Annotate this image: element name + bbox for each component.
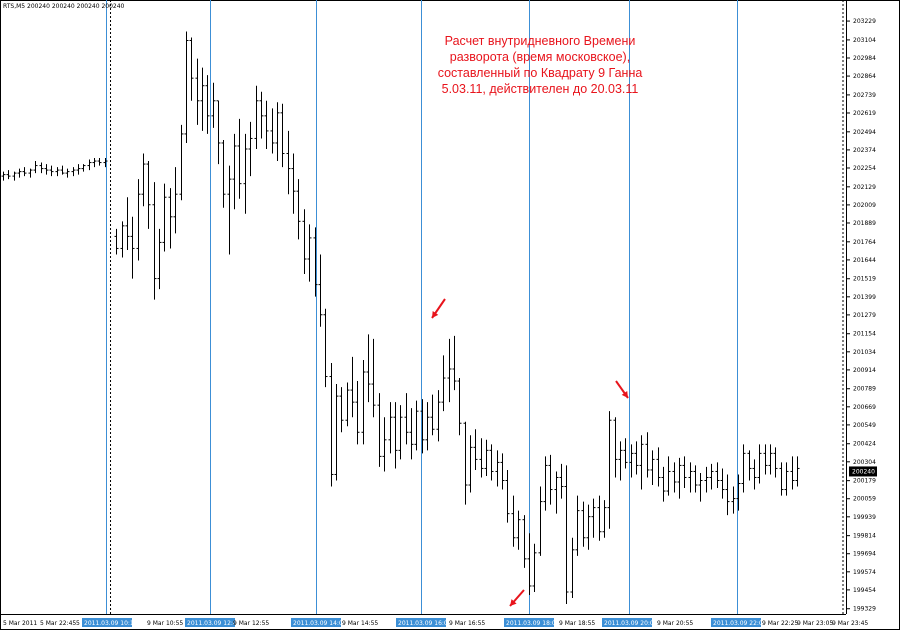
annotation-text: Расчет внутридневного Времени разворота … <box>395 33 685 97</box>
symbol-label: RTS,M5 <box>3 3 26 10</box>
time-tick-label: 2011.03.09 14:00 <box>293 620 347 627</box>
time-tick-label: 5 Mar 22:45 <box>40 620 76 627</box>
time-marker-tag <box>602 618 652 627</box>
price-tick-label: 202619 <box>853 110 876 117</box>
time-tick-label: 2011.03.09 12:00 <box>187 620 241 627</box>
time-tick-label: 9 Mar 18:55 <box>559 620 595 627</box>
price-tick-label: 199814 <box>853 533 876 540</box>
price-tick-label: 199694 <box>853 551 876 558</box>
price-tick-label: 203229 <box>853 18 876 25</box>
annotation-line: разворота (время московское), <box>449 50 631 64</box>
time-marker-tag <box>396 618 446 627</box>
price-tick-label: 201764 <box>853 239 876 246</box>
price-tick-label: 199574 <box>853 569 876 576</box>
time-tick-label: 9 Mar 14:55 <box>342 620 378 627</box>
price-tick-label: 200424 <box>853 441 876 448</box>
price-tick-label: 202494 <box>853 129 876 136</box>
reversal-arrow-head <box>432 311 439 318</box>
time-tick-label: 9 Mar 23:05 <box>797 620 833 627</box>
price-tick-label: 200914 <box>853 367 876 374</box>
time-tick-label: 9 Mar 20:55 <box>657 620 693 627</box>
time-marker-tag <box>185 618 235 627</box>
price-tick-label: 202129 <box>853 184 876 191</box>
symbol-header: RTS,M5 200240 200240 200240 200240 <box>3 3 124 10</box>
time-tick-label: 2011.03.09 16:00 <box>398 620 452 627</box>
price-tick-label: 200549 <box>853 422 876 429</box>
current-price-label: 200240 <box>852 468 875 475</box>
price-tick-label: 200669 <box>853 404 876 411</box>
price-tick-label: 199939 <box>853 514 876 521</box>
price-tick-label: 200789 <box>853 386 876 393</box>
time-tick-label: 5 Mar 2011 <box>3 620 37 627</box>
price-tick-label: 202984 <box>853 55 876 62</box>
price-tick-label: 201644 <box>853 257 876 264</box>
time-marker-tag <box>291 618 341 627</box>
price-tick-label: 201889 <box>853 220 876 227</box>
price-tick-label: 202254 <box>853 165 876 172</box>
price-tick-label: 201034 <box>853 349 876 356</box>
time-marker-tag <box>504 618 554 627</box>
price-tick-label: 200059 <box>853 496 876 503</box>
time-marker-tag <box>82 618 132 627</box>
reversal-arrow-head <box>510 599 517 606</box>
time-tick-label: 5 M <box>76 620 87 627</box>
time-tick-label: 2011.03.09 22:00 <box>713 620 767 627</box>
price-tick-label: 202864 <box>853 73 876 80</box>
price-tick-label: 201279 <box>853 312 876 319</box>
time-tick-label: 9 Mar 16:55 <box>449 620 485 627</box>
time-tick-label: 9 Mar 22:25 <box>762 620 798 627</box>
price-tick-label: 202009 <box>853 202 876 209</box>
time-marker-tag <box>711 618 761 627</box>
annotation-line: 5.03.11, действителен до 20.03.11 <box>441 82 639 96</box>
price-tick-label: 199329 <box>853 606 876 613</box>
price-tick-label: 203104 <box>853 37 876 44</box>
price-tick-label: 200179 <box>853 478 876 485</box>
ohlc-readout: 200240 200240 200240 200240 <box>27 3 125 10</box>
annotation-line: составленный по Квадрату 9 Ганна <box>437 66 643 80</box>
current-price-tag <box>849 466 877 477</box>
time-tick-label: 9 Mar 10:55 <box>147 620 183 627</box>
price-tick-label: 202374 <box>853 147 876 154</box>
time-tick-label: 2011.03.09 18:00 <box>506 620 560 627</box>
annotation-line: Расчет внутридневного Времени <box>444 34 636 48</box>
time-tick-label: 9 Mar 12:55 <box>233 620 269 627</box>
price-tick-label: 199454 <box>853 587 876 594</box>
price-tick-label: 201519 <box>853 276 876 283</box>
time-tick-label: 2011.03.09 20:00 <box>604 620 658 627</box>
time-tick-label: 9 Mar 23:45 <box>832 620 868 627</box>
reversal-arrow-head <box>621 391 628 398</box>
price-tick-label: 200304 <box>853 459 876 466</box>
price-tick-label: 201399 <box>853 294 876 301</box>
price-tick-label: 201154 <box>853 331 876 338</box>
price-tick-label: 202739 <box>853 92 876 99</box>
time-tick-label: 2011.03.09 10:10 <box>84 620 138 627</box>
